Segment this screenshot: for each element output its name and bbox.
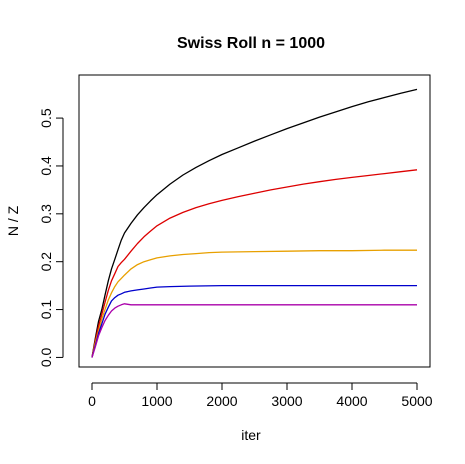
series-group [91,88,418,358]
y-axis-label: N / Z [5,205,21,236]
series-line-4 [91,284,417,358]
series-line-3 [91,249,417,358]
y-tick-label: 0.0 [38,347,54,367]
y-tick-label: 0.1 [38,300,54,320]
x-axis: 0 1000 2000 3000 4000 5000 [88,382,433,409]
y-tick-label: 0.3 [38,204,54,224]
x-tick-label: 0 [88,393,96,409]
y-axis: 0.0 0.1 0.2 0.3 0.4 0.5 [38,108,64,367]
y-tick-label: 0.2 [38,252,54,272]
x-tick-label: 1000 [141,393,172,409]
y-tick-label: 0.5 [38,108,54,128]
x-axis-label: iter [241,427,261,443]
x-tick-label: 2000 [206,393,237,409]
x-tick-label: 4000 [336,393,367,409]
series-line-1 [91,88,418,358]
y-tick-label: 0.4 [38,156,54,176]
x-tick-label: 5000 [401,393,432,409]
series-line-2 [91,169,418,358]
series-line-5 [91,303,417,358]
chart-title: Swiss Roll n = 1000 [177,35,325,52]
x-tick-label: 3000 [271,393,302,409]
plot-area-frame [78,74,431,368]
